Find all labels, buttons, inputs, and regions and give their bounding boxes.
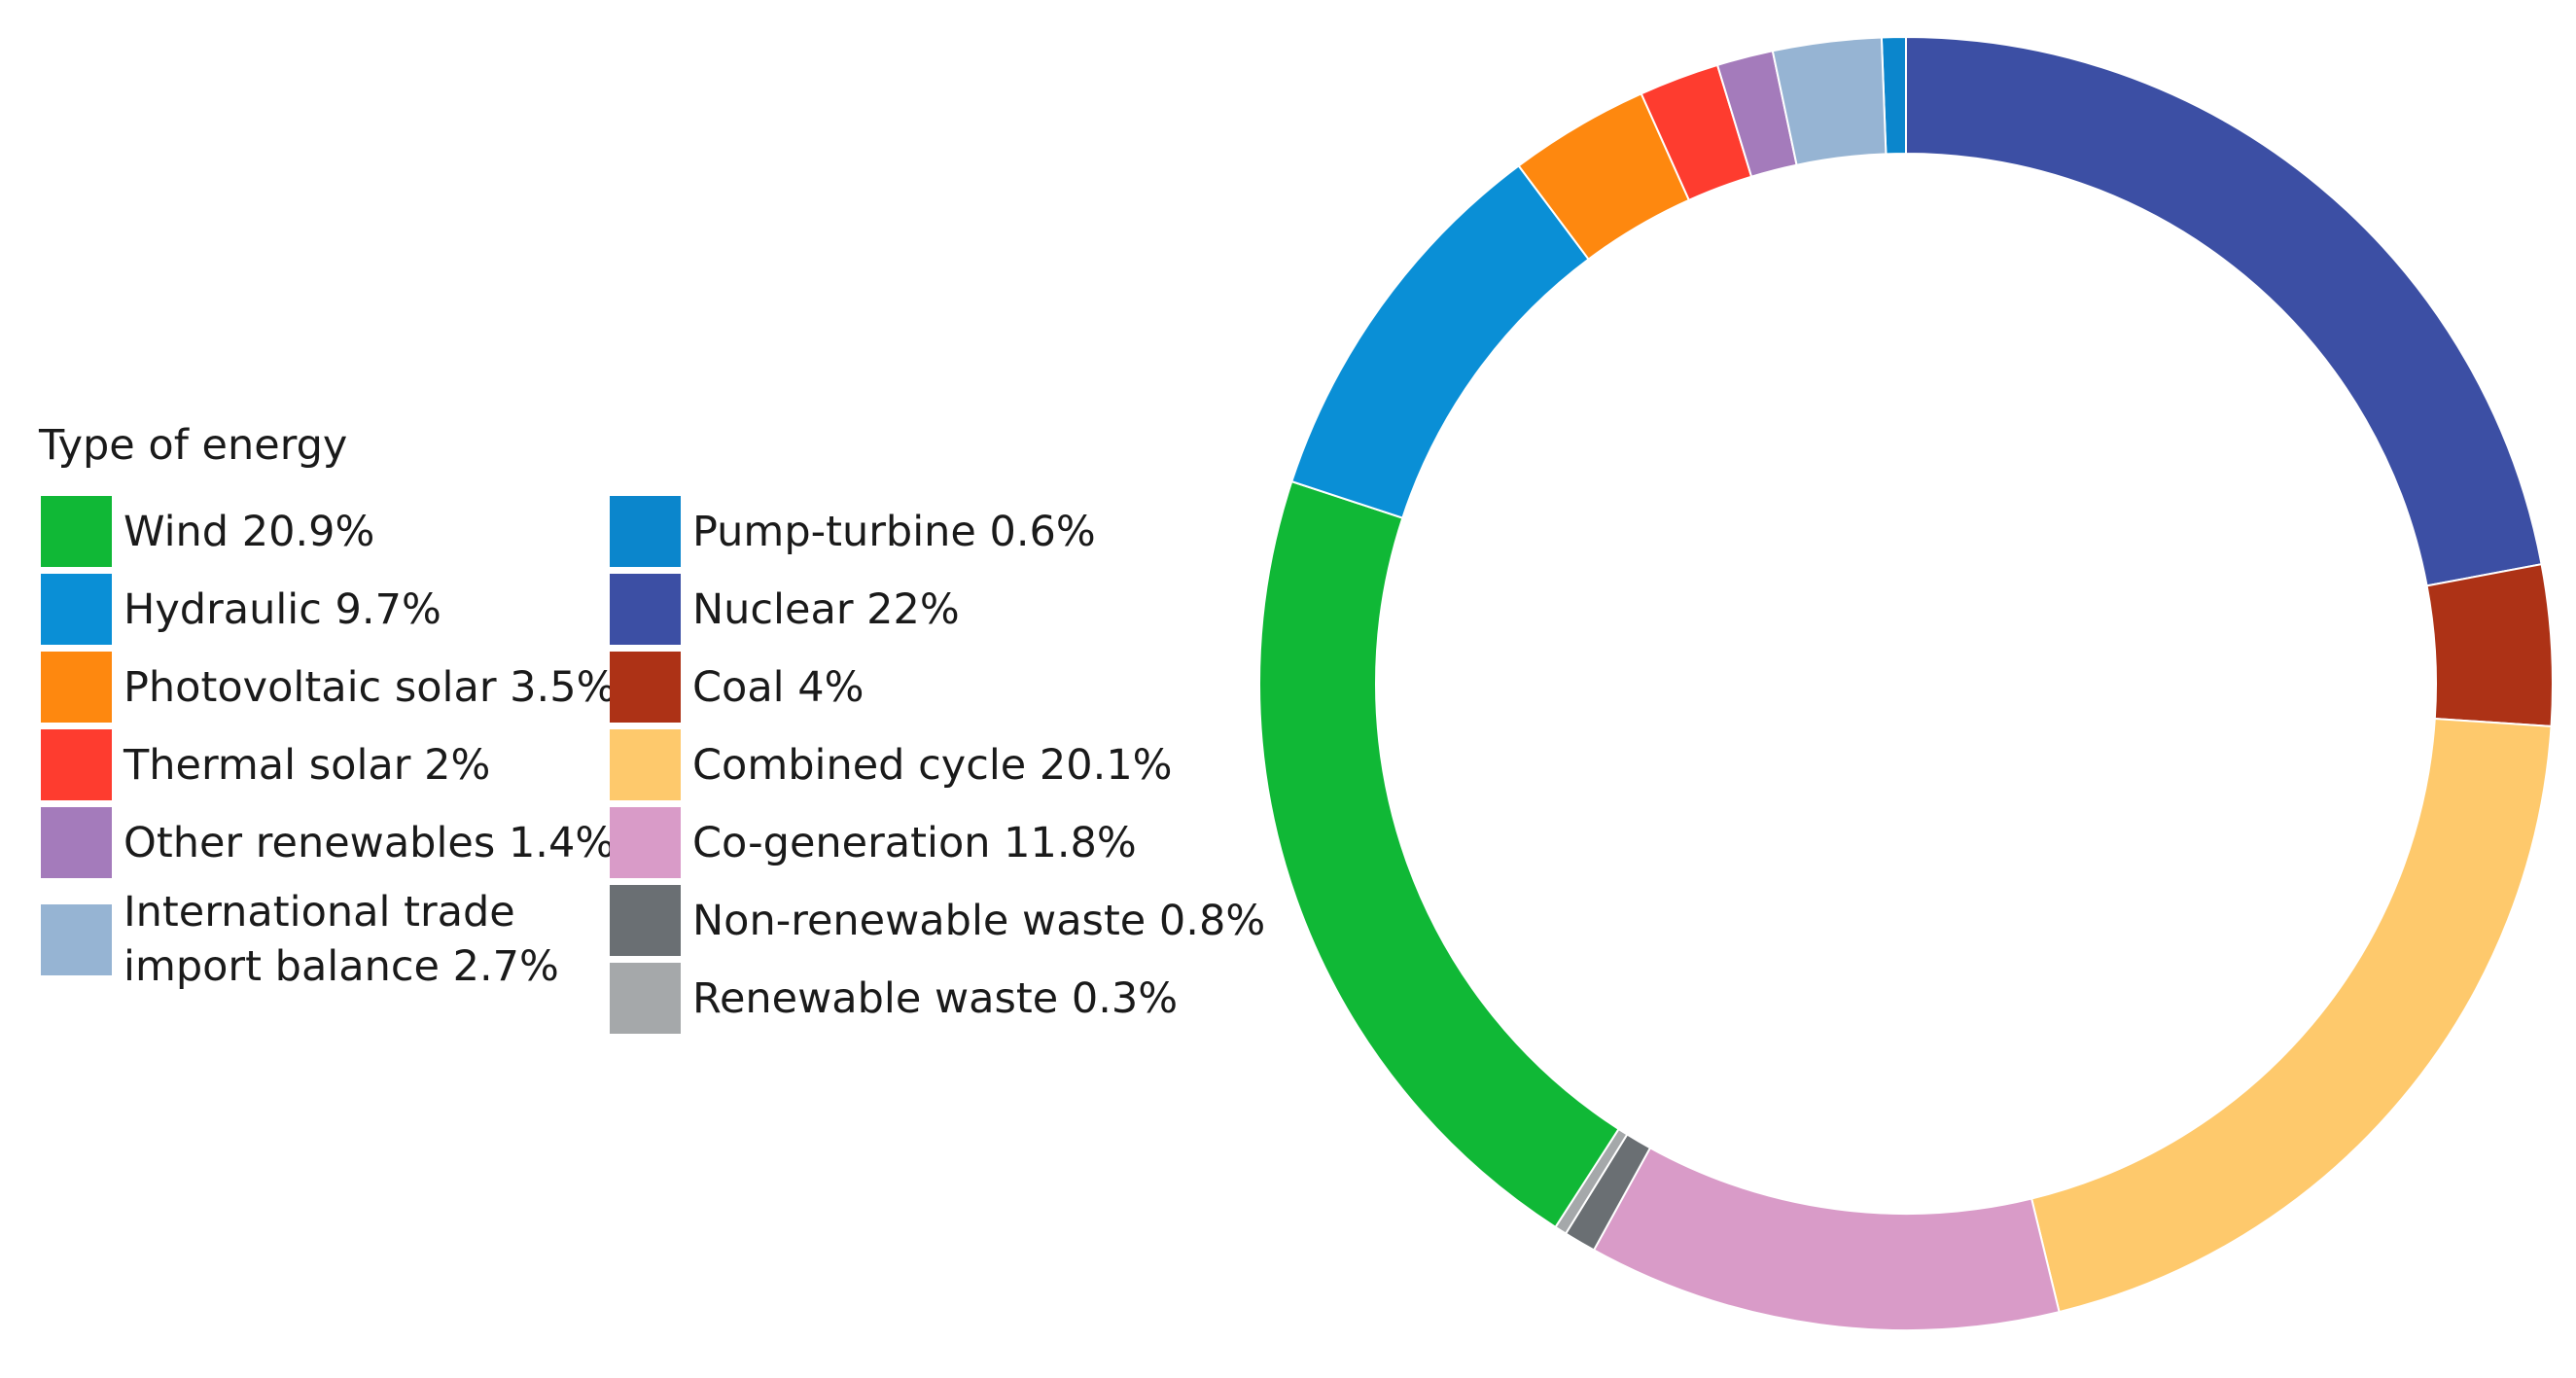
legend-item-nuclear: Nuclear 22%	[610, 574, 960, 645]
legend-item-co-generation: Co-generation 11.8%	[610, 807, 1137, 878]
legend-swatch	[610, 574, 681, 645]
legend-label: Nuclear 22%	[692, 584, 960, 634]
legend-item-hydraulic: Hydraulic 9.7%	[41, 574, 441, 645]
legend-item-international-trade-import-balance: International trade import balance 2.7%	[41, 885, 559, 994]
legend-label: Hydraulic 9.7%	[124, 584, 441, 634]
legend-label: Pump-turbine 0.6%	[692, 507, 1096, 556]
legend-swatch	[610, 807, 681, 878]
legend-item-thermal-solar: Thermal solar 2%	[41, 729, 490, 800]
legend-label: Co-generation 11.8%	[692, 818, 1137, 867]
slice-nuclear[interactable]	[1905, 35, 2543, 587]
legend-label: Coal 4%	[692, 662, 865, 712]
slice-international-trade-import-balance[interactable]	[1771, 36, 1888, 166]
legend-label: International trade import balance 2.7%	[124, 888, 559, 991]
legend-item-wind: Wind 20.9%	[41, 496, 374, 567]
legend-item-photovoltaic-solar: Photovoltaic solar 3.5%	[41, 652, 616, 723]
legend-swatch	[41, 574, 112, 645]
legend-swatch	[610, 652, 681, 723]
legend-label: Thermal solar 2%	[124, 740, 491, 790]
legend-swatch	[41, 496, 112, 567]
slice-co-generation[interactable]	[1592, 1146, 2061, 1331]
legend-item-combined-cycle: Combined cycle 20.1%	[610, 729, 1173, 800]
slice-combined-cycle[interactable]	[2029, 717, 2553, 1314]
slice-coal[interactable]	[2425, 563, 2554, 727]
legend-item-pump-turbine: Pump-turbine 0.6%	[610, 496, 1096, 567]
legend-item-other-renewables: Other renewables 1.4%	[41, 807, 615, 878]
slice-hydraulic[interactable]	[1290, 164, 1590, 519]
legend-item-coal: Coal 4%	[610, 652, 865, 723]
legend-item-renewable-waste: Renewable waste 0.3%	[610, 963, 1178, 1034]
legend-label: Wind 20.9%	[124, 507, 375, 556]
legend-swatch	[41, 652, 112, 723]
legend-item-non-renewable-waste: Non-renewable waste 0.8%	[610, 885, 1265, 956]
legend-label: Combined cycle 20.1%	[692, 740, 1173, 790]
legend-label: Other renewables 1.4%	[124, 818, 616, 867]
legend-label: Renewable waste 0.3%	[692, 973, 1179, 1023]
legend-title: Type of energy	[39, 421, 348, 470]
legend-label: Photovoltaic solar 3.5%	[124, 662, 617, 712]
legend-swatch	[610, 885, 681, 956]
legend-label: Non-renewable waste 0.8%	[692, 896, 1266, 945]
legend-swatch	[610, 729, 681, 800]
legend-swatch	[610, 963, 681, 1034]
legend-swatch	[41, 729, 112, 800]
slice-wind[interactable]	[1258, 479, 1620, 1229]
legend-swatch	[41, 807, 112, 878]
legend-swatch	[41, 903, 112, 975]
legend-swatch	[610, 496, 681, 567]
